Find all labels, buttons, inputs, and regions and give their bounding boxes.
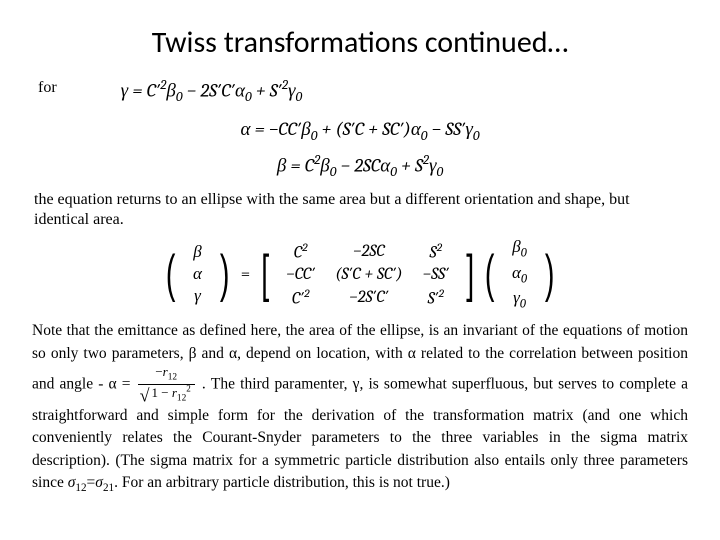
note-paragraph: Note that the emittance as defined here,…: [32, 320, 688, 496]
eq-beta: β = C2β0 − 2SCα0 + S2γ0: [28, 154, 692, 180]
lhs-2: γ: [183, 285, 212, 307]
rhs-2: γ0: [502, 287, 537, 312]
m-22: S′2: [413, 285, 459, 310]
matrix-body: C2 −2SC S2 −CC′ (S′C + SC′) −SS′ C′2 −2S…: [276, 239, 459, 309]
equals: =: [241, 265, 250, 284]
lparen-icon: (: [166, 250, 176, 298]
slide-root: Twiss transformations continued… for γ =…: [0, 0, 720, 540]
m-20: C′2: [276, 285, 325, 310]
eq-gamma: γ = C′2β0 − 2S′C′α0 + S′2γ0: [121, 79, 303, 105]
m-00: C2: [276, 239, 325, 264]
lparen2-icon: (: [485, 250, 495, 298]
mid-text: the equation returns to an ellipse with …: [34, 190, 686, 230]
m-11: (S′C + SC′): [325, 264, 412, 285]
matrix-lhs: β α γ: [183, 241, 212, 307]
lbracket-icon: [: [261, 250, 269, 298]
lhs-0: β: [183, 241, 212, 263]
matrix-rhs: β0 α0 γ0: [502, 236, 537, 312]
m-01: −2SC: [325, 239, 412, 264]
alpha-frac: −r12 √1 − r122: [138, 365, 195, 405]
rparen2-icon: ): [545, 250, 555, 298]
m-21: −2S′C′: [325, 285, 412, 310]
rhs-0: β0: [502, 236, 537, 261]
eq-alpha: α = −CC′β0 + (S′C + SC′)α0 − SS′γ0: [28, 119, 692, 144]
sqrt-icon: √: [140, 385, 150, 405]
m-12: −SS′: [413, 264, 459, 285]
sigma-eq: σ12=σ21: [68, 474, 114, 491]
slide-title: Twiss transformations continued…: [28, 24, 692, 61]
rparen-icon: ): [220, 250, 230, 298]
frac-den: √1 − r122: [138, 385, 195, 405]
m-10: −CC′: [276, 264, 325, 285]
rbracket-icon: ]: [466, 250, 474, 298]
lhs-1: α: [183, 263, 212, 285]
alpha-eq-lhs: α =: [108, 376, 130, 393]
eq-row-gamma: for γ = C′2β0 − 2S′C′α0 + S′2γ0: [28, 75, 692, 115]
frac-num: −r12: [138, 365, 195, 384]
m-02: S2: [413, 239, 459, 264]
for-label: for: [38, 79, 57, 97]
para-post2: . For an arbitrary particle distribution…: [114, 474, 450, 491]
rhs-1: α0: [502, 262, 537, 287]
matrix-equation: ( β α γ ) = [ C2 −2SC S2 −CC′ (S′C + SC′…: [28, 236, 692, 312]
